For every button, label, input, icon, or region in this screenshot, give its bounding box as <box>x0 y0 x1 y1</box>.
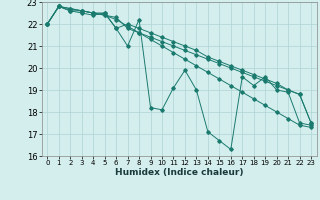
X-axis label: Humidex (Indice chaleur): Humidex (Indice chaleur) <box>115 168 244 177</box>
